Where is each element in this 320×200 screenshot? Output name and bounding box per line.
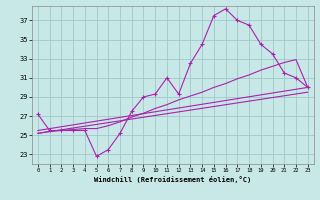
X-axis label: Windchill (Refroidissement éolien,°C): Windchill (Refroidissement éolien,°C) <box>94 176 252 183</box>
